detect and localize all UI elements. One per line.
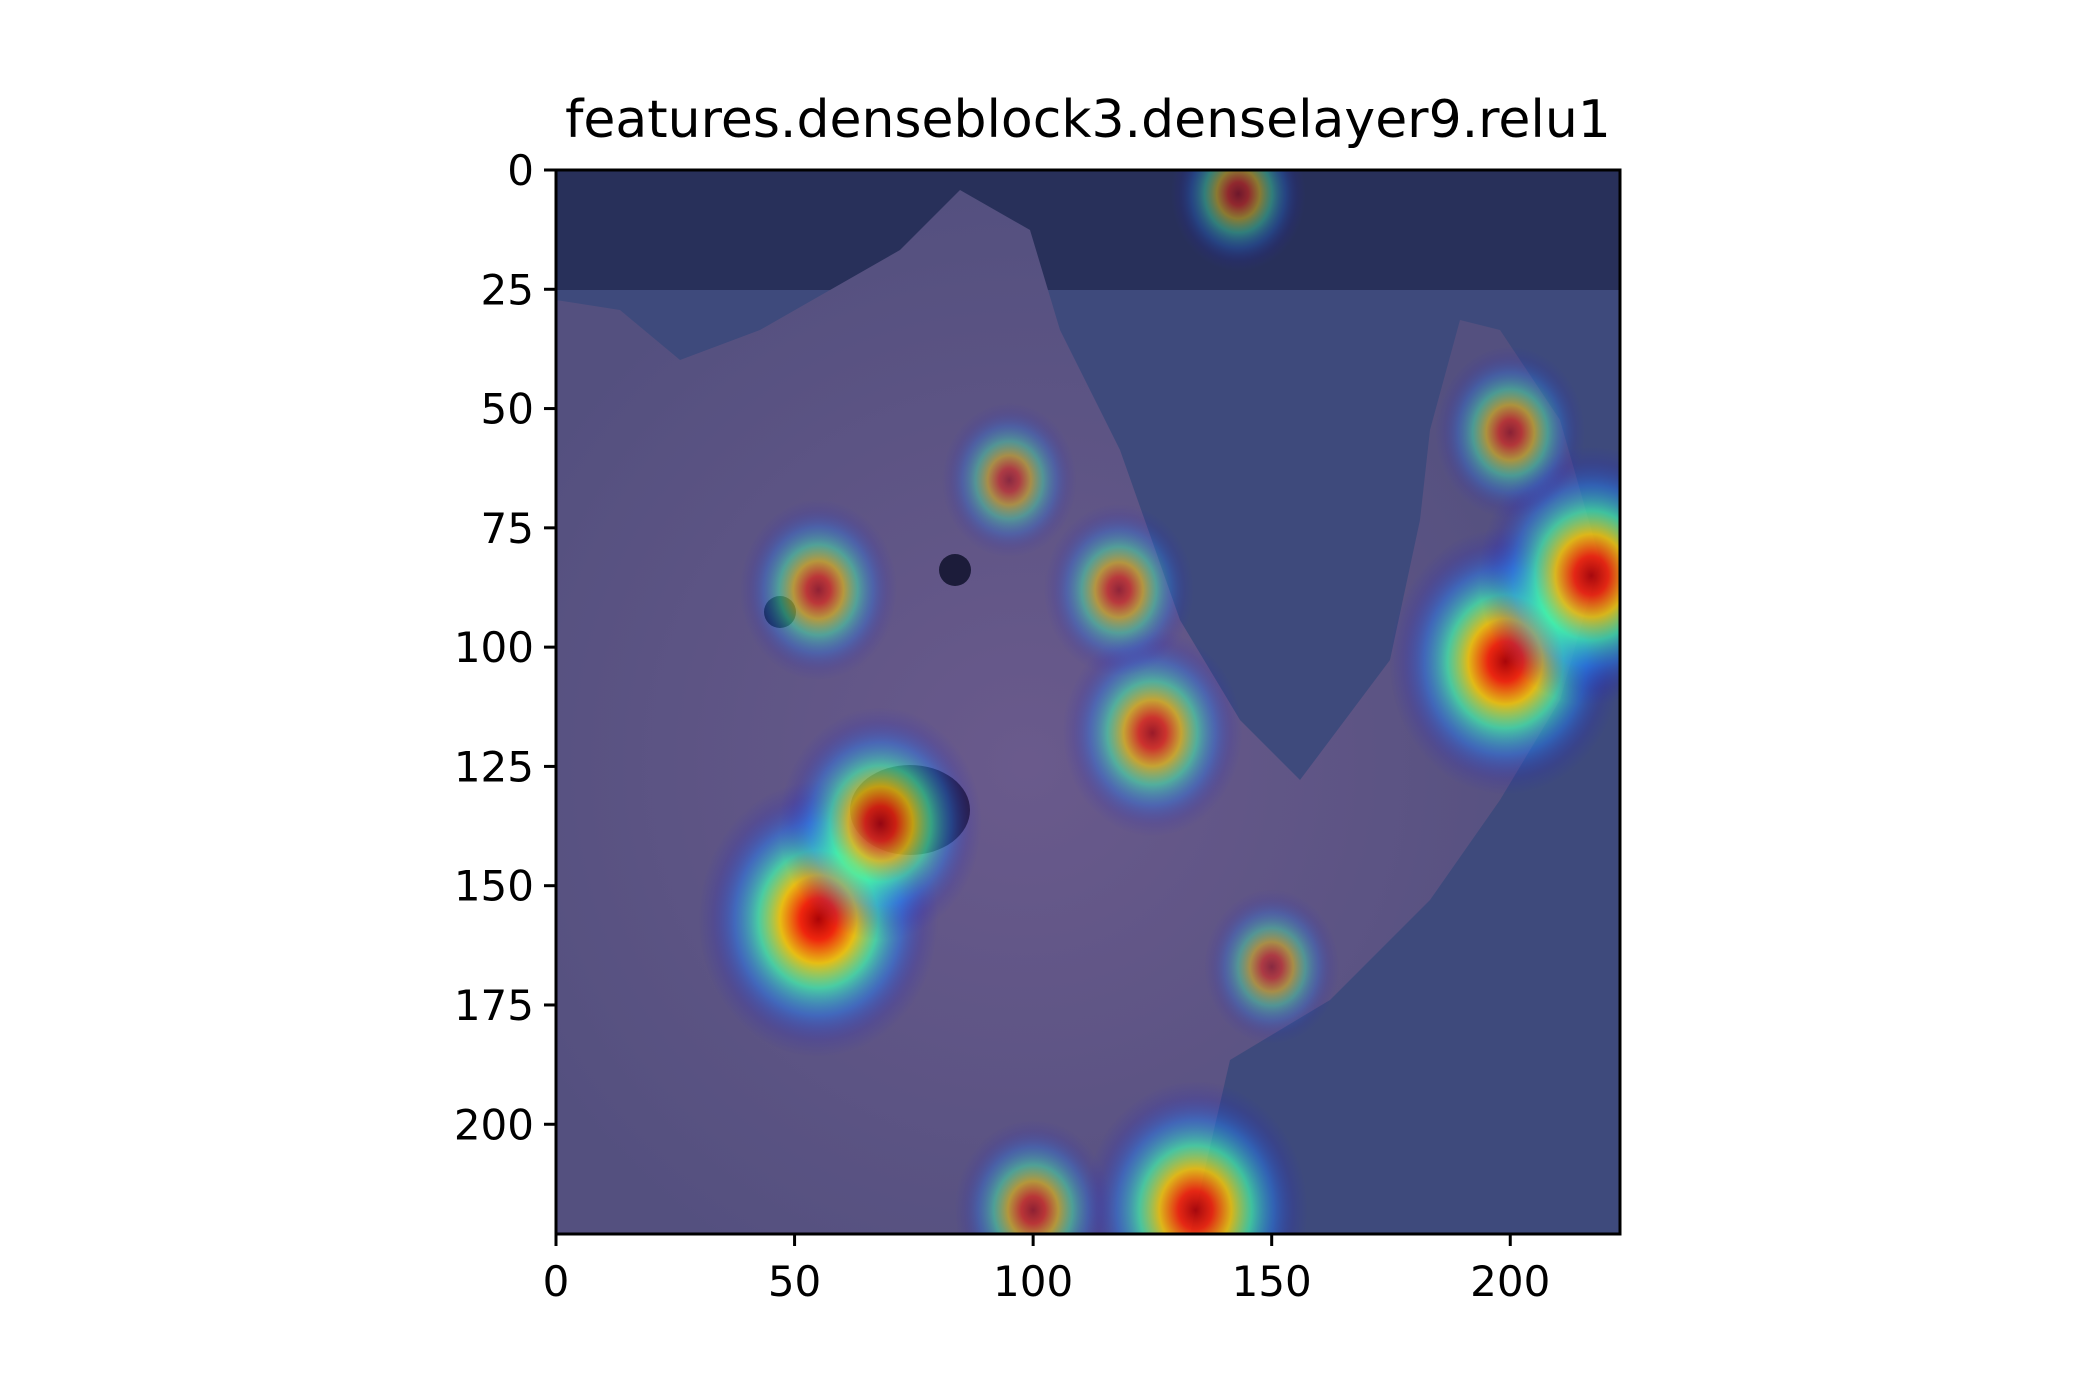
x-axis: 0 50 100 150 200 xyxy=(543,1234,1550,1306)
bear-eye-right xyxy=(939,554,971,586)
axes-frame xyxy=(554,168,1622,1236)
activation-hotspot xyxy=(1435,346,1586,519)
activation-hotspot xyxy=(1170,170,1306,272)
activation-hotspot xyxy=(1062,629,1243,837)
activation-layer xyxy=(698,170,1620,1234)
y-tick-label: 125 xyxy=(454,742,534,791)
activation-hotspot xyxy=(1082,1080,1308,1234)
y-tick-label: 200 xyxy=(454,1100,534,1149)
y-tick-label: 50 xyxy=(481,385,534,434)
x-tick-label: 100 xyxy=(993,1257,1073,1306)
chart-title: features.denseblock3.denselayer9.relu1 xyxy=(565,90,1611,150)
y-tick-label: 75 xyxy=(481,504,534,553)
x-tick-label: 200 xyxy=(1470,1257,1550,1306)
y-tick-label: 0 xyxy=(507,146,534,195)
y-tick-label: 150 xyxy=(454,862,534,911)
activation-hotspot xyxy=(954,1119,1112,1234)
y-tick-label: 175 xyxy=(454,981,534,1030)
plot-area xyxy=(556,170,1620,1234)
y-tick-label: 100 xyxy=(454,623,534,672)
y-tick-label: 25 xyxy=(481,265,534,314)
x-tick-label: 50 xyxy=(768,1257,821,1306)
activation-hotspot xyxy=(1044,503,1195,677)
y-axis: 0 25 50 75 100 125 150 175 200 xyxy=(454,146,556,1149)
activation-hotspot xyxy=(1204,889,1340,1045)
activation-hotspot xyxy=(941,402,1077,558)
activation-hotspot xyxy=(779,707,982,941)
treeline-shape xyxy=(556,170,1620,290)
x-tick-label: 150 xyxy=(1232,1257,1312,1306)
x-tick-label: 0 xyxy=(543,1257,570,1306)
activation-hotspot xyxy=(739,499,898,681)
